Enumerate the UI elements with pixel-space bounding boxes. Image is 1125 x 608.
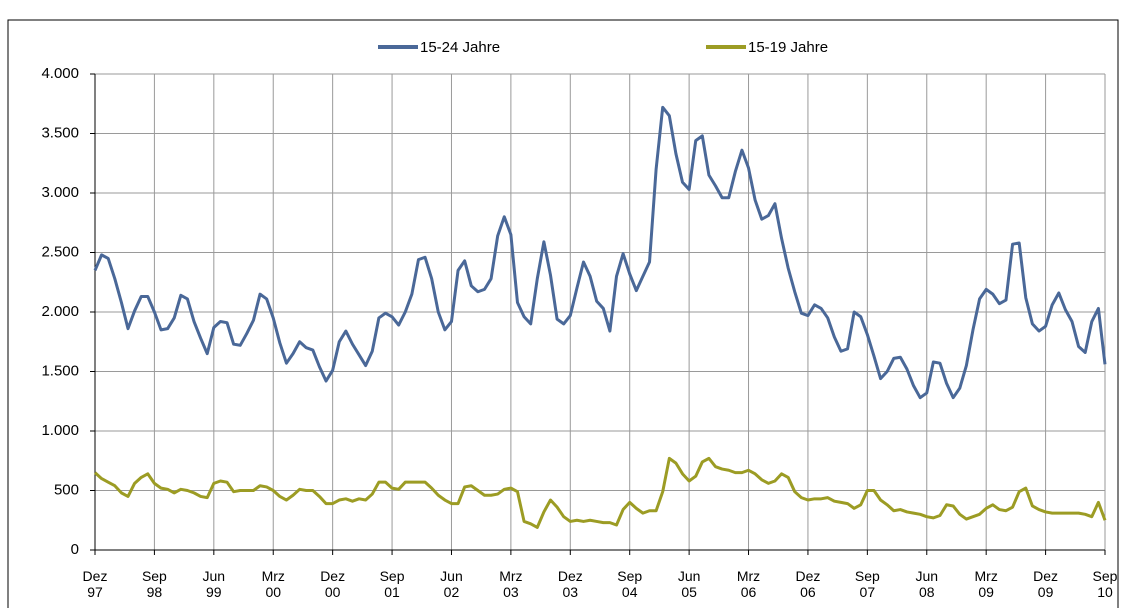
x-tick-label: Mrz 00: [261, 568, 285, 600]
y-tick-label: 0: [71, 541, 79, 558]
x-tick-label: Dez 09: [1033, 568, 1059, 600]
y-tick-label: 3.000: [41, 184, 79, 201]
x-tick-label: Sep 10: [1092, 568, 1118, 600]
series-line: [93, 456, 1107, 529]
x-tick-label: Dez 97: [82, 568, 108, 600]
x-tick-label: Dez 00: [320, 568, 346, 600]
y-tick-label: 4.000: [41, 65, 79, 82]
x-tick-label: Jun 99: [202, 568, 226, 600]
x-tick-label: Mrz 03: [499, 568, 523, 600]
y-tick-label: 2.500: [41, 243, 79, 260]
x-tick-label: Dez 03: [557, 568, 583, 600]
legend-label: 15-19 Jahre: [748, 39, 828, 56]
x-tick-label: Mrz 09: [974, 568, 998, 600]
x-tick-label: Sep 04: [617, 568, 643, 600]
y-tick-label: 3.500: [41, 124, 79, 141]
y-tick-label: 1.000: [41, 422, 79, 439]
x-tick-label: Mrz 06: [736, 568, 761, 600]
x-tick-label: Jun 05: [677, 568, 701, 600]
x-tick-label: Jun 08: [915, 568, 939, 600]
series-line: [93, 105, 1107, 400]
x-tick-label: Sep 07: [854, 568, 880, 600]
x-tick-label: Jun 02: [440, 568, 463, 600]
chart-frame: [7, 19, 1119, 608]
y-tick-label: 1.500: [41, 362, 79, 379]
legend-label: 15-24 Jahre: [420, 39, 500, 56]
x-tick-label: Sep 98: [141, 568, 167, 600]
y-tick-label: 500: [54, 481, 79, 498]
x-tick-label: Sep 01: [379, 568, 405, 600]
x-tick-label: Dez 06: [795, 568, 821, 600]
y-tick-label: 2.000: [41, 303, 79, 320]
